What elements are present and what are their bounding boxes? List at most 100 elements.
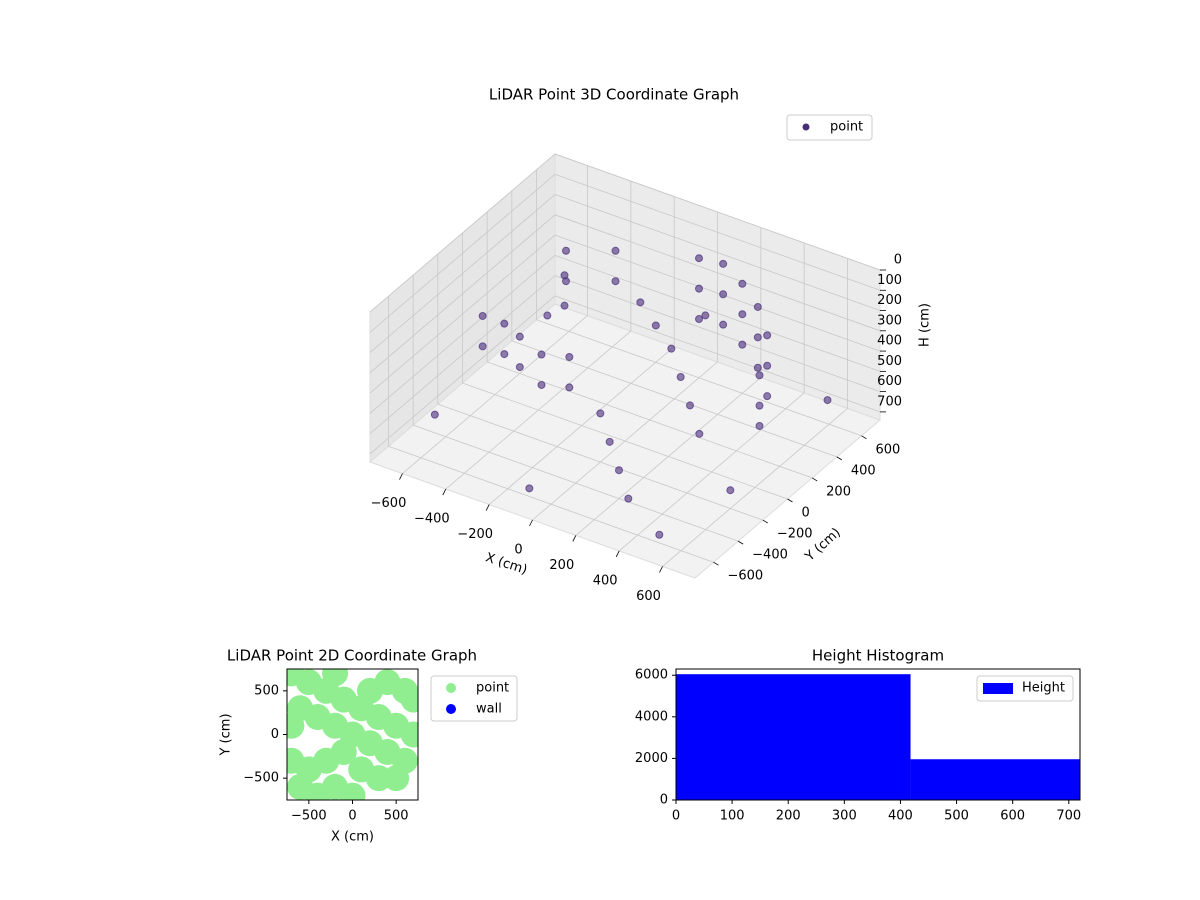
tick-mark bbox=[737, 540, 744, 545]
point bbox=[322, 669, 349, 687]
grid-line bbox=[554, 275, 881, 392]
x-tick-label: 300 bbox=[832, 809, 857, 824]
point bbox=[596, 409, 605, 418]
points bbox=[287, 669, 418, 800]
x-tick-label: 200 bbox=[549, 558, 574, 573]
grid-line bbox=[369, 275, 556, 434]
chart-title: Height Histogram bbox=[812, 647, 944, 665]
grid-line bbox=[369, 173, 556, 333]
point bbox=[753, 333, 762, 342]
z-tick-label: 700 bbox=[877, 394, 902, 409]
y-tick-label: 200 bbox=[826, 484, 851, 499]
point bbox=[400, 721, 418, 748]
x-tick-label: 400 bbox=[888, 809, 913, 824]
point bbox=[695, 284, 703, 293]
tick-mark bbox=[762, 519, 769, 524]
z-tick-label: 200 bbox=[877, 293, 902, 308]
point bbox=[753, 363, 762, 372]
point bbox=[611, 246, 620, 255]
z-tick-label: 300 bbox=[877, 313, 902, 328]
z-tick-label: 0 bbox=[894, 253, 902, 268]
grid-line bbox=[554, 254, 881, 372]
point bbox=[537, 380, 546, 389]
legend-label: point bbox=[830, 120, 863, 135]
y-tick-label: −500 bbox=[243, 771, 279, 786]
x-tick-label: 0 bbox=[348, 809, 356, 824]
chart-title: LiDAR Point 2D Coordinate Graph bbox=[227, 647, 477, 665]
point bbox=[695, 315, 703, 324]
z-tick-label: 600 bbox=[877, 374, 902, 389]
point bbox=[543, 311, 552, 320]
y-tick-label: 6000 bbox=[635, 668, 668, 683]
tick-mark bbox=[811, 477, 818, 482]
point bbox=[719, 320, 728, 329]
x-tick-label: 0 bbox=[514, 543, 522, 558]
point bbox=[719, 290, 728, 299]
point bbox=[400, 686, 418, 713]
tick-mark bbox=[485, 504, 490, 511]
chart-title: LiDAR Point 3D Coordinate Graph bbox=[489, 86, 739, 104]
tick-mark bbox=[861, 435, 867, 440]
point bbox=[738, 340, 747, 349]
grid-line bbox=[369, 153, 556, 313]
x-tick-label: 0 bbox=[672, 809, 680, 824]
grid-line bbox=[554, 234, 881, 352]
x-tick-label: 200 bbox=[776, 809, 801, 824]
point bbox=[356, 677, 383, 704]
point bbox=[515, 363, 524, 372]
tick-mark bbox=[399, 473, 403, 480]
point bbox=[753, 302, 762, 311]
bar bbox=[676, 674, 911, 800]
z-axis-label: H (cm) bbox=[918, 303, 933, 347]
grid-line bbox=[511, 340, 837, 458]
tick-mark bbox=[572, 535, 577, 542]
point bbox=[686, 401, 694, 410]
grid-line bbox=[413, 424, 739, 542]
x-axis-label: X (cm) bbox=[331, 830, 374, 845]
point bbox=[823, 396, 832, 405]
legend-marker bbox=[802, 123, 810, 131]
point bbox=[515, 332, 524, 341]
legend-label: point bbox=[476, 681, 509, 696]
tick-mark bbox=[442, 488, 447, 496]
x-tick-label: 400 bbox=[593, 573, 618, 588]
grid-line bbox=[437, 403, 763, 521]
tick-mark bbox=[787, 498, 793, 503]
y-tick-label: 0 bbox=[271, 727, 279, 742]
point bbox=[287, 712, 305, 739]
x-tick-label: 500 bbox=[944, 809, 969, 824]
point bbox=[738, 279, 747, 288]
tick-mark bbox=[713, 561, 719, 566]
y-tick-label: 400 bbox=[851, 463, 876, 478]
point bbox=[726, 486, 735, 495]
x-tick-label: 100 bbox=[720, 809, 745, 824]
point bbox=[755, 421, 764, 430]
grid-line bbox=[536, 319, 862, 437]
x-tick-label: 600 bbox=[636, 589, 661, 604]
x-tick-label: 600 bbox=[1000, 809, 1025, 824]
point bbox=[763, 361, 772, 370]
y-tick-label: 0 bbox=[802, 506, 810, 521]
legend-marker bbox=[446, 683, 456, 693]
x-tick-label: −600 bbox=[371, 496, 407, 511]
point bbox=[624, 494, 633, 503]
point bbox=[695, 429, 704, 438]
point bbox=[763, 392, 772, 401]
point bbox=[615, 466, 623, 475]
x-tick-label: −500 bbox=[291, 809, 327, 824]
legend-box bbox=[430, 675, 518, 722]
z-tick-label: 500 bbox=[877, 354, 902, 369]
grid-line bbox=[554, 173, 881, 291]
point bbox=[565, 353, 574, 362]
point bbox=[701, 311, 710, 320]
x-tick-label: −400 bbox=[414, 512, 450, 527]
point bbox=[560, 271, 569, 280]
point bbox=[755, 371, 764, 380]
point bbox=[755, 401, 764, 410]
y-tick-label: −200 bbox=[777, 527, 813, 542]
point bbox=[500, 319, 509, 328]
y-tick-label: 0 bbox=[660, 793, 668, 808]
grid-line bbox=[369, 295, 556, 455]
grid-line bbox=[554, 194, 881, 311]
tick-mark bbox=[659, 566, 663, 573]
